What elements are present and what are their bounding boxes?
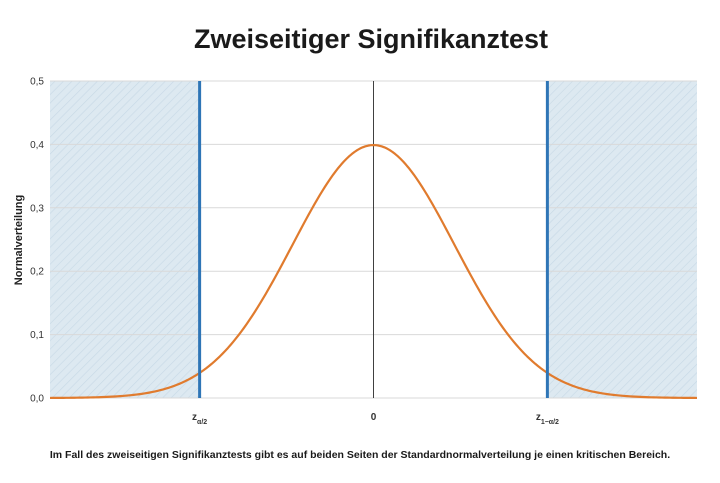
y-tick-label: 0,1 xyxy=(30,330,44,341)
normal-density-curve xyxy=(49,143,698,400)
plot-area: 0,0 0,1 0,2 0,3 0,4 0,5 zα/2 0 z1−α/2 xyxy=(30,77,698,426)
y-tick-label: 0,0 xyxy=(30,394,44,405)
y-tick-label: 0,5 xyxy=(30,77,44,88)
y-axis-title: Normalverteilung xyxy=(13,195,25,285)
y-tick-label: 0,4 xyxy=(30,140,44,151)
x-tick-label: 0 xyxy=(371,412,377,423)
x-tick-label: zα/2 xyxy=(192,412,207,426)
figure-caption: Im Fall des zweiseitigen Signifikanztest… xyxy=(49,449,671,461)
x-tick-label: z1−α/2 xyxy=(536,412,559,426)
critical-region-left xyxy=(50,81,200,398)
y-tick-label: 0,3 xyxy=(30,203,44,214)
critical-region-right xyxy=(547,81,697,398)
y-tick-label: 0,2 xyxy=(30,267,44,278)
chart-title: Zweiseitiger Signifikanztest xyxy=(194,24,548,54)
